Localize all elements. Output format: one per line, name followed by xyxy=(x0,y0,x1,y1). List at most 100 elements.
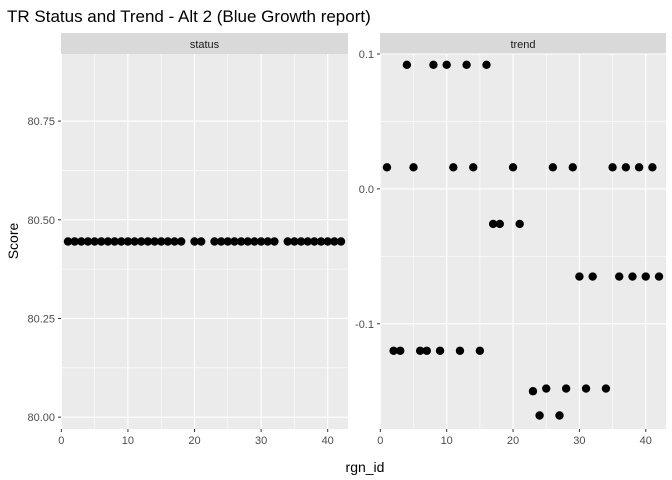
x-tick-label: 20 xyxy=(188,435,200,447)
data-point xyxy=(190,237,199,246)
x-tick-label: 40 xyxy=(322,435,334,447)
data-point xyxy=(654,272,664,281)
data-point xyxy=(429,60,438,69)
x-tick-label: 20 xyxy=(507,435,519,447)
data-point xyxy=(150,237,159,246)
data-point xyxy=(117,237,126,246)
data-point xyxy=(223,237,233,246)
data-point xyxy=(515,219,524,229)
data-point xyxy=(170,237,179,246)
data-point xyxy=(330,237,339,246)
panel-status: status 0 10 20 30 40 80.00 80.25 80.50 80.75 xyxy=(27,33,348,447)
data-point xyxy=(435,346,445,355)
data-point xyxy=(143,237,153,246)
y-tick-label: 80.00 xyxy=(27,412,55,424)
y-tick-label: -0.1 xyxy=(355,319,374,331)
data-point xyxy=(488,219,498,229)
data-point xyxy=(316,237,326,246)
data-point xyxy=(588,272,597,281)
data-point xyxy=(402,60,412,69)
data-point xyxy=(648,163,657,172)
trend-x-ticks: 0 10 20 30 40 xyxy=(377,429,652,447)
data-point xyxy=(628,272,637,281)
chart-title: TR Status and Trend - Alt 2 (Blue Growth… xyxy=(7,7,371,26)
trend-plot-background xyxy=(380,54,666,429)
y-tick-label: 80.50 xyxy=(27,215,55,227)
status-strip-label: status xyxy=(190,39,220,51)
data-point xyxy=(462,60,471,69)
x-tick-label: 30 xyxy=(573,435,585,447)
data-point xyxy=(621,163,631,172)
panel-trend: trend 0 10 20 30 40 -0.1 0.0 0.1 xyxy=(355,33,666,447)
data-point xyxy=(415,346,425,355)
data-point xyxy=(196,237,206,246)
data-point xyxy=(548,163,558,172)
data-point xyxy=(575,272,584,281)
data-point xyxy=(555,411,564,420)
data-point xyxy=(528,387,538,396)
data-point xyxy=(250,237,259,246)
data-point xyxy=(236,237,246,246)
data-point xyxy=(323,237,332,246)
y-tick-label: 80.25 xyxy=(27,313,55,325)
data-point xyxy=(283,237,292,246)
x-axis-title: rgn_id xyxy=(346,459,385,475)
data-point xyxy=(263,237,272,246)
data-point xyxy=(601,384,611,393)
data-point xyxy=(634,163,644,172)
data-point xyxy=(230,237,239,246)
data-point xyxy=(482,60,491,69)
status-y-ticks: 80.00 80.25 80.50 80.75 xyxy=(27,116,61,424)
data-point xyxy=(296,237,306,246)
y-axis-title: Score xyxy=(5,223,21,260)
data-point xyxy=(270,237,279,246)
data-point xyxy=(469,163,478,172)
x-tick-label: 30 xyxy=(255,435,267,447)
data-point xyxy=(77,237,86,246)
data-point xyxy=(508,163,518,172)
y-tick-label: 80.75 xyxy=(27,116,55,128)
data-point xyxy=(422,346,431,355)
data-point xyxy=(123,237,133,246)
data-point xyxy=(615,272,624,281)
trend-strip-label: trend xyxy=(510,39,535,51)
data-point xyxy=(176,237,186,246)
data-point xyxy=(449,163,458,172)
data-point xyxy=(216,237,226,246)
data-point xyxy=(63,237,73,246)
data-point xyxy=(641,272,650,281)
data-point xyxy=(561,384,571,393)
data-point xyxy=(336,237,346,246)
data-point xyxy=(389,346,398,355)
status-points xyxy=(63,237,346,246)
data-point xyxy=(110,237,119,246)
data-point xyxy=(396,346,405,355)
data-point xyxy=(290,237,299,246)
data-point xyxy=(475,346,485,355)
data-point xyxy=(83,237,93,246)
data-point xyxy=(409,163,418,172)
x-tick-label: 10 xyxy=(441,435,453,447)
data-point xyxy=(310,237,319,246)
data-point xyxy=(210,237,219,246)
x-tick-label: 10 xyxy=(122,435,134,447)
trend-y-ticks: -0.1 0.0 0.1 xyxy=(355,49,380,331)
data-point xyxy=(157,237,166,246)
data-point xyxy=(137,237,146,246)
x-tick-label: 40 xyxy=(640,435,652,447)
data-point xyxy=(256,237,266,246)
data-point xyxy=(542,384,551,393)
data-point xyxy=(568,163,577,172)
trend-points xyxy=(382,60,664,420)
data-point xyxy=(130,237,139,246)
x-tick-label: 0 xyxy=(377,435,383,447)
trend-gridlines xyxy=(379,53,666,429)
data-point xyxy=(442,60,451,69)
data-point xyxy=(382,163,392,172)
data-point xyxy=(608,163,617,172)
y-tick-label: 0.0 xyxy=(359,184,374,196)
data-point xyxy=(97,237,106,246)
data-point xyxy=(303,237,312,246)
status-strip xyxy=(61,33,348,54)
